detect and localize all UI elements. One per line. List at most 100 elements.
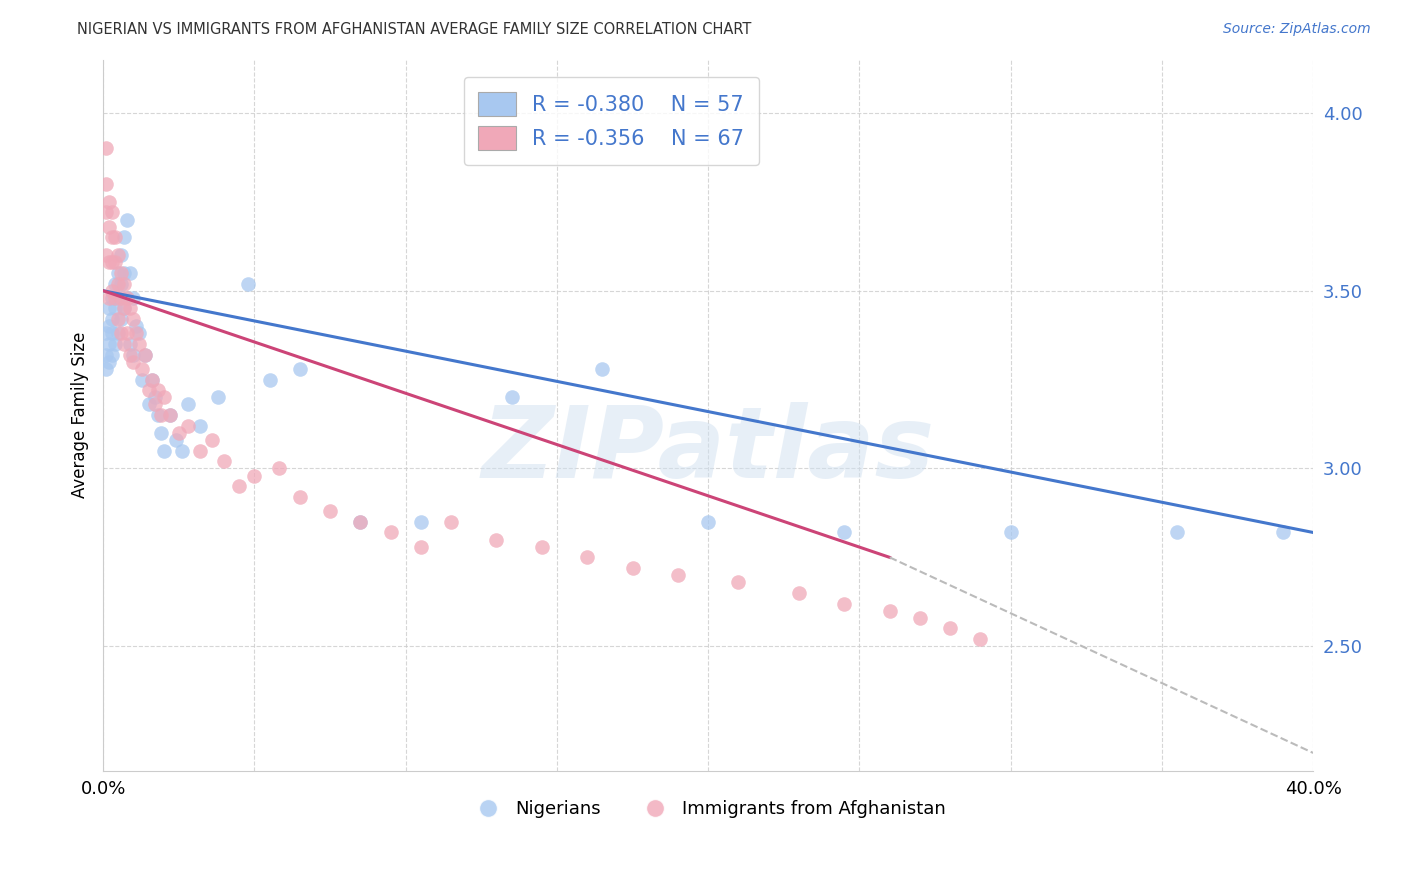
Point [908, 611, 931, 625]
Point [120, 301, 142, 316]
Point [243, 468, 266, 483]
Point [501, 390, 523, 404]
Point [98, 255, 121, 269]
Point [96, 248, 118, 262]
Point [98, 319, 121, 334]
Point [117, 212, 139, 227]
Point [104, 291, 127, 305]
Point [141, 373, 163, 387]
Point [125, 326, 148, 341]
Point [259, 373, 281, 387]
Point [101, 312, 124, 326]
Point [107, 266, 129, 280]
Point [96, 348, 118, 362]
Point [138, 384, 160, 398]
Point [112, 337, 135, 351]
Point [576, 550, 599, 565]
Point [107, 312, 129, 326]
Point [530, 540, 553, 554]
Point [152, 390, 174, 404]
Point [149, 425, 172, 440]
Point [110, 248, 132, 262]
Point [152, 443, 174, 458]
Point [117, 291, 139, 305]
Point [120, 348, 142, 362]
Point [591, 362, 613, 376]
Point [101, 348, 124, 362]
Point [98, 291, 121, 305]
Point [101, 291, 124, 305]
Point [939, 622, 962, 636]
Point [1271, 525, 1294, 540]
Point [107, 277, 129, 291]
Point [117, 291, 139, 305]
Point [112, 266, 135, 280]
Point [98, 355, 121, 369]
Point [969, 632, 991, 647]
Point [159, 408, 181, 422]
Point [128, 326, 150, 341]
Point [188, 418, 211, 433]
Point [98, 301, 121, 316]
Point [621, 561, 644, 575]
Point [101, 326, 124, 341]
Point [101, 284, 124, 298]
Point [146, 408, 169, 422]
Point [117, 326, 139, 341]
Point [112, 230, 135, 244]
Point [112, 301, 135, 316]
Point [138, 397, 160, 411]
Point [96, 141, 118, 155]
Point [165, 433, 187, 447]
Point [110, 326, 132, 341]
Point [440, 515, 463, 529]
Point [170, 443, 193, 458]
Point [167, 425, 190, 440]
Point [380, 525, 402, 540]
Point [288, 490, 311, 504]
Point [879, 604, 901, 618]
Point [409, 515, 432, 529]
Point [1166, 525, 1188, 540]
Point [104, 337, 127, 351]
Point [188, 443, 211, 458]
Point [96, 326, 118, 341]
Point [159, 408, 181, 422]
Point [110, 312, 132, 326]
Point [131, 373, 153, 387]
Point [122, 291, 145, 305]
Point [104, 230, 127, 244]
Point [110, 277, 132, 291]
Point [228, 479, 250, 493]
Point [141, 373, 163, 387]
Point [177, 397, 200, 411]
Point [125, 319, 148, 334]
Point [349, 515, 371, 529]
Point [666, 568, 689, 582]
Point [727, 575, 749, 590]
Text: NIGERIAN VS IMMIGRANTS FROM AFGHANISTAN AVERAGE FAMILY SIZE CORRELATION CHART: NIGERIAN VS IMMIGRANTS FROM AFGHANISTAN … [77, 22, 752, 37]
Point [96, 177, 118, 191]
Point [107, 326, 129, 341]
Point [409, 540, 432, 554]
Point [112, 277, 135, 291]
Point [149, 408, 172, 422]
Point [143, 390, 166, 404]
Point [98, 337, 121, 351]
Point [349, 515, 371, 529]
Point [110, 266, 132, 280]
Point [832, 597, 855, 611]
Point [122, 312, 145, 326]
Point [787, 586, 810, 600]
Text: Source: ZipAtlas.com: Source: ZipAtlas.com [1223, 22, 1371, 37]
Point [98, 219, 121, 234]
Point [120, 266, 142, 280]
Point [1000, 525, 1022, 540]
Point [112, 301, 135, 316]
Point [207, 390, 229, 404]
Point [104, 255, 127, 269]
Point [110, 291, 132, 305]
Point [143, 397, 166, 411]
Point [177, 418, 200, 433]
Point [101, 255, 124, 269]
